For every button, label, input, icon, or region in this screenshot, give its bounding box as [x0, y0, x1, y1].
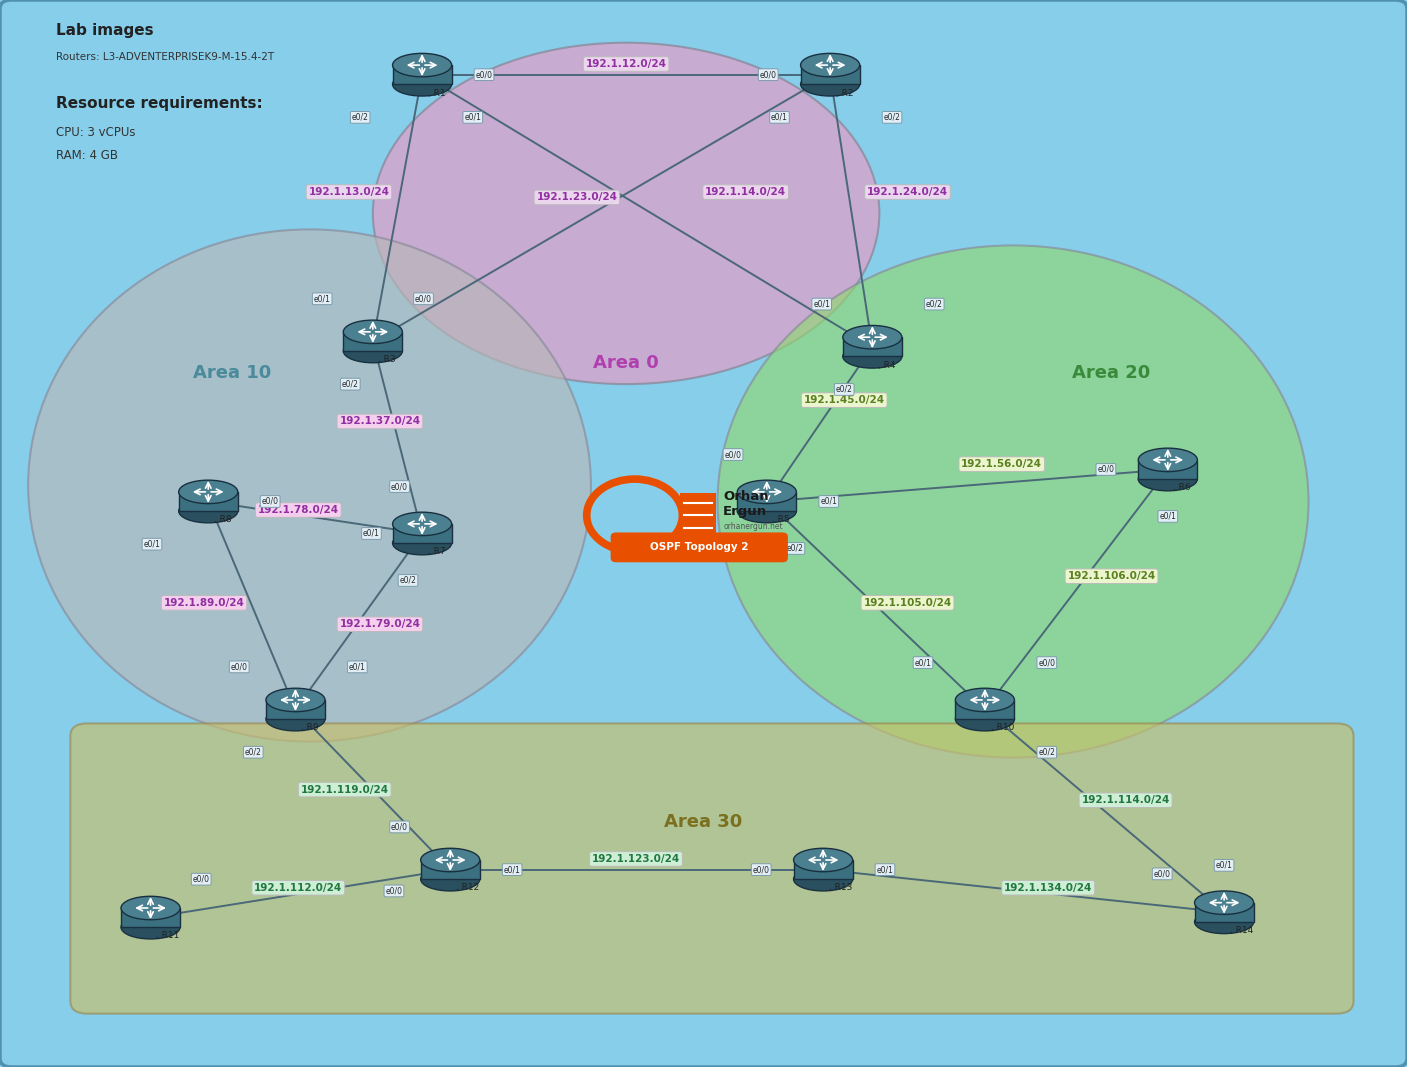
- Text: e0/1: e0/1: [363, 529, 380, 538]
- Ellipse shape: [1195, 891, 1254, 914]
- Text: 192.1.14.0/24: 192.1.14.0/24: [705, 187, 787, 197]
- Text: 192.1.123.0/24: 192.1.123.0/24: [592, 854, 680, 864]
- Text: Ergun: Ergun: [723, 505, 767, 517]
- Ellipse shape: [737, 499, 796, 523]
- Text: 192.1.112.0/24: 192.1.112.0/24: [255, 882, 342, 893]
- Text: e0/2: e0/2: [352, 113, 369, 122]
- Text: e0/2: e0/2: [836, 385, 853, 394]
- Text: RAM: 4 GB: RAM: 4 GB: [56, 149, 118, 162]
- Ellipse shape: [393, 73, 452, 96]
- Text: e0/0: e0/0: [1097, 465, 1114, 474]
- Ellipse shape: [393, 531, 452, 555]
- Text: e0/2: e0/2: [926, 300, 943, 308]
- Text: e0/0: e0/0: [1154, 870, 1171, 878]
- Text: e0/0: e0/0: [476, 70, 492, 79]
- FancyBboxPatch shape: [179, 492, 238, 511]
- Text: 192.1.56.0/24: 192.1.56.0/24: [961, 459, 1043, 469]
- FancyBboxPatch shape: [70, 723, 1354, 1014]
- Text: e0/2: e0/2: [400, 576, 416, 585]
- Ellipse shape: [343, 339, 402, 363]
- Ellipse shape: [1138, 467, 1197, 491]
- Text: e0/1: e0/1: [1216, 861, 1233, 870]
- Text: , R1: , R1: [428, 89, 446, 97]
- Text: orhanergun.net: orhanergun.net: [723, 522, 782, 530]
- Text: e0/1: e0/1: [1159, 512, 1176, 521]
- FancyBboxPatch shape: [794, 860, 853, 879]
- Text: , R2: , R2: [836, 89, 853, 97]
- Text: e0/1: e0/1: [771, 113, 788, 122]
- FancyBboxPatch shape: [393, 524, 452, 543]
- Text: e0/0: e0/0: [760, 70, 777, 79]
- Text: , R14: , R14: [1230, 926, 1254, 935]
- Text: Resource requirements:: Resource requirements:: [56, 96, 263, 111]
- Ellipse shape: [801, 53, 860, 77]
- FancyBboxPatch shape: [680, 493, 716, 534]
- Text: , R6: , R6: [1173, 483, 1192, 492]
- Text: , R12: , R12: [456, 883, 480, 892]
- Text: 192.1.79.0/24: 192.1.79.0/24: [339, 619, 421, 630]
- Text: , R4: , R4: [878, 361, 895, 369]
- Text: Area 0: Area 0: [594, 354, 658, 371]
- Ellipse shape: [794, 848, 853, 872]
- FancyBboxPatch shape: [801, 65, 860, 84]
- Text: Orhan: Orhan: [723, 490, 768, 503]
- Ellipse shape: [343, 320, 402, 344]
- Text: 192.1.119.0/24: 192.1.119.0/24: [301, 784, 388, 795]
- FancyBboxPatch shape: [421, 860, 480, 879]
- Text: 192.1.37.0/24: 192.1.37.0/24: [339, 416, 421, 427]
- Text: Area 30: Area 30: [664, 813, 743, 830]
- FancyBboxPatch shape: [343, 332, 402, 351]
- Text: 192.1.12.0/24: 192.1.12.0/24: [585, 59, 667, 69]
- Ellipse shape: [266, 688, 325, 712]
- Text: , R8: , R8: [214, 515, 232, 524]
- Text: e0/0: e0/0: [262, 497, 279, 506]
- Ellipse shape: [718, 245, 1309, 758]
- Text: 192.1.13.0/24: 192.1.13.0/24: [308, 187, 390, 197]
- Text: e0/1: e0/1: [349, 663, 366, 671]
- Ellipse shape: [28, 229, 591, 742]
- Text: , R13: , R13: [829, 883, 853, 892]
- Ellipse shape: [955, 707, 1014, 731]
- Ellipse shape: [843, 325, 902, 349]
- Text: e0/2: e0/2: [245, 748, 262, 757]
- FancyBboxPatch shape: [737, 492, 796, 511]
- Text: e0/0: e0/0: [725, 450, 741, 459]
- Ellipse shape: [373, 43, 879, 384]
- FancyBboxPatch shape: [393, 65, 452, 84]
- FancyBboxPatch shape: [955, 700, 1014, 719]
- Text: e0/2: e0/2: [1038, 748, 1055, 757]
- Text: e0/1: e0/1: [314, 294, 331, 303]
- Text: e0/1: e0/1: [504, 865, 521, 874]
- Text: e0/1: e0/1: [820, 497, 837, 506]
- Text: OSPF Topology 2: OSPF Topology 2: [650, 542, 749, 553]
- Text: e0/0: e0/0: [391, 482, 408, 491]
- Ellipse shape: [421, 867, 480, 891]
- Ellipse shape: [421, 848, 480, 872]
- Ellipse shape: [179, 480, 238, 504]
- Text: e0/2: e0/2: [342, 380, 359, 388]
- Ellipse shape: [737, 480, 796, 504]
- Text: , R10: , R10: [991, 723, 1014, 732]
- Text: e0/0: e0/0: [231, 663, 248, 671]
- FancyBboxPatch shape: [843, 337, 902, 356]
- Ellipse shape: [794, 867, 853, 891]
- Ellipse shape: [801, 73, 860, 96]
- Text: Area 20: Area 20: [1072, 365, 1151, 382]
- Ellipse shape: [1195, 910, 1254, 934]
- Ellipse shape: [266, 707, 325, 731]
- Text: , R5: , R5: [772, 515, 791, 524]
- Ellipse shape: [1138, 448, 1197, 472]
- FancyBboxPatch shape: [266, 700, 325, 719]
- Ellipse shape: [121, 896, 180, 920]
- Ellipse shape: [179, 499, 238, 523]
- Ellipse shape: [955, 688, 1014, 712]
- Ellipse shape: [393, 512, 452, 536]
- Text: Routers: L3-ADVENTERPRISEK9-M-15.4-2T: Routers: L3-ADVENTERPRISEK9-M-15.4-2T: [56, 52, 274, 62]
- Ellipse shape: [393, 53, 452, 77]
- Text: e0/0: e0/0: [1038, 658, 1055, 667]
- Text: e0/0: e0/0: [391, 823, 408, 831]
- Text: 192.1.134.0/24: 192.1.134.0/24: [1005, 882, 1092, 893]
- Text: e0/1: e0/1: [813, 300, 830, 308]
- Text: e0/0: e0/0: [386, 887, 402, 895]
